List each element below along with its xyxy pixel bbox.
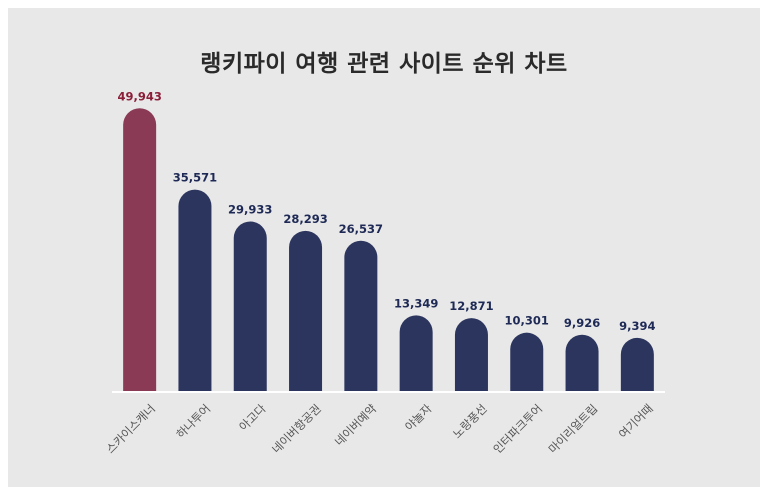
bar-1 (178, 189, 212, 391)
category-label-6: 노랑풍선 (450, 401, 490, 441)
value-label-8: 9,926 (564, 316, 600, 330)
bar-4 (344, 240, 378, 391)
category-label-5: 야놀자 (402, 401, 435, 434)
value-label-4: 26,537 (339, 222, 383, 236)
category-label-4: 네이버예약 (332, 401, 380, 449)
category-label-9: 여기어때 (616, 401, 656, 441)
value-label-9: 9,394 (619, 319, 655, 333)
category-label-7: 인터파크투어 (490, 401, 545, 456)
value-label-0: 49,943 (117, 89, 161, 103)
bar-6 (454, 318, 488, 391)
value-label-5: 13,349 (394, 296, 438, 310)
category-label-0: 스카이스캐너 (103, 401, 158, 456)
category-label-3: 네이버항공권 (269, 401, 324, 456)
bar-5 (399, 315, 433, 391)
category-label-8: 마이리얼트립 (546, 401, 601, 456)
category-label-1: 하나투어 (173, 401, 213, 441)
chart-title: 랭키파이 여행 관련 사이트 순위 차트 (200, 51, 568, 77)
value-label-3: 28,293 (283, 212, 327, 226)
category-label-2: 아고다 (236, 401, 269, 434)
bar-9 (620, 337, 654, 391)
value-label-1: 35,571 (173, 171, 217, 185)
bar-2 (233, 221, 267, 391)
value-label-6: 12,871 (449, 299, 493, 313)
bar-8 (565, 334, 599, 391)
bar-7 (510, 332, 544, 391)
bar-3 (289, 230, 323, 391)
value-label-2: 29,933 (228, 203, 272, 217)
value-label-7: 10,301 (505, 314, 549, 328)
bar-0 (123, 108, 157, 392)
